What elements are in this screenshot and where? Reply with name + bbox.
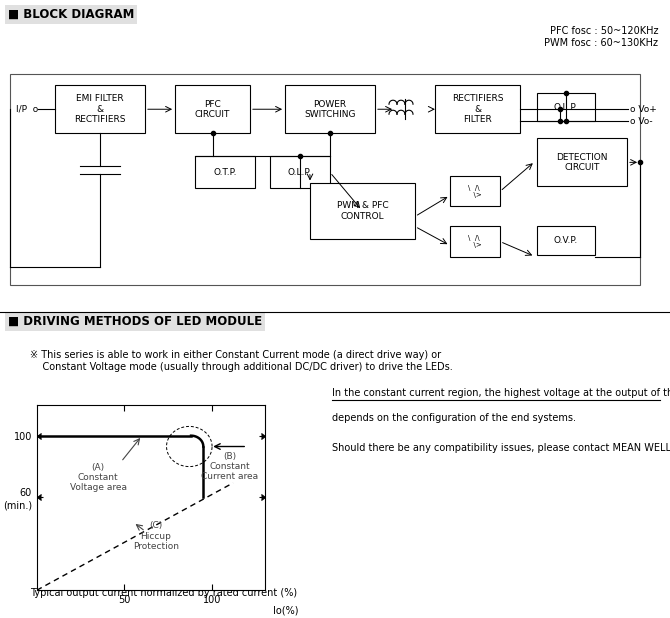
Bar — [270, 156, 330, 188]
Text: (A)
Constant
Voltage area: (A) Constant Voltage area — [70, 462, 127, 493]
Text: In the constant current region, the highest voltage at the output of the driver: In the constant current region, the high… — [332, 388, 670, 398]
Text: o Vo-: o Vo- — [630, 117, 653, 125]
Bar — [195, 156, 255, 188]
Bar — [450, 176, 500, 206]
Text: (C)
Hiccup
Protection: (C) Hiccup Protection — [133, 521, 179, 551]
Text: O.V.P.: O.V.P. — [554, 236, 578, 245]
Text: \  /\ 
  \>: \ /\ \> — [468, 185, 482, 198]
Bar — [537, 226, 595, 255]
Bar — [435, 85, 520, 133]
Text: POWER
SWITCHING: POWER SWITCHING — [304, 99, 356, 119]
Text: ■ BLOCK DIAGRAM: ■ BLOCK DIAGRAM — [8, 8, 135, 21]
Text: o Vo+: o Vo+ — [630, 104, 657, 114]
Bar — [450, 226, 500, 256]
Text: Typical output current normalized by rated current (%): Typical output current normalized by rat… — [30, 588, 297, 598]
Bar — [55, 85, 145, 133]
Bar — [175, 85, 250, 133]
Text: (B)
Constant
Current area: (B) Constant Current area — [201, 452, 258, 481]
Text: O.L.P.: O.L.P. — [288, 168, 312, 177]
Text: depends on the configuration of the end systems.: depends on the configuration of the end … — [332, 413, 576, 423]
Text: \  /\ 
  \>: \ /\ \> — [468, 235, 482, 248]
Text: Should there be any compatibility issues, please contact MEAN WELL.: Should there be any compatibility issues… — [332, 443, 670, 453]
Text: DETECTION
CIRCUIT: DETECTION CIRCUIT — [556, 153, 608, 172]
Text: PFC
CIRCUIT: PFC CIRCUIT — [195, 99, 230, 119]
Text: O.L.P.: O.L.P. — [554, 103, 578, 112]
Text: PWM & PFC
CONTROL: PWM & PFC CONTROL — [337, 201, 389, 221]
Text: RECTIFIERS
&
FILTER: RECTIFIERS & FILTER — [452, 95, 503, 124]
Text: PFC fosc : 50~120KHz
PWM fosc : 60~130KHz: PFC fosc : 50~120KHz PWM fosc : 60~130KH… — [544, 26, 658, 48]
Text: Io(%): Io(%) — [273, 606, 299, 616]
Bar — [10, 74, 640, 285]
Text: EMI FILTER
&
RECTIFIERS: EMI FILTER & RECTIFIERS — [74, 95, 126, 124]
Text: Constant Voltage mode (usually through additional DC/DC driver) to drive the LED: Constant Voltage mode (usually through a… — [30, 362, 453, 372]
Bar — [310, 184, 415, 239]
Bar — [537, 138, 627, 187]
Bar — [537, 93, 595, 121]
Text: ■ DRIVING METHODS OF LED MODULE: ■ DRIVING METHODS OF LED MODULE — [8, 315, 262, 328]
Text: ※ This series is able to work in either Constant Current mode (a direct drive wa: ※ This series is able to work in either … — [30, 350, 441, 360]
Text: O.T.P.: O.T.P. — [213, 168, 237, 177]
Bar — [285, 85, 375, 133]
Text: I/P  o: I/P o — [16, 104, 38, 114]
